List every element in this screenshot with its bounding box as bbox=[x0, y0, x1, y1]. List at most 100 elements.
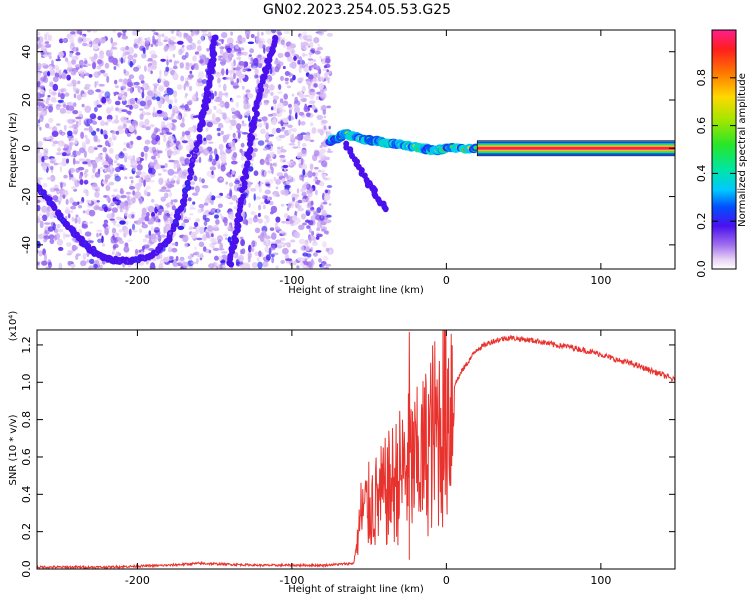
noise-speck bbox=[47, 103, 54, 107]
noise-speck bbox=[228, 69, 236, 74]
noise-speck bbox=[309, 65, 312, 71]
noise-speck bbox=[295, 264, 301, 269]
noise-speck bbox=[156, 109, 163, 114]
noise-speck bbox=[235, 40, 240, 44]
noise-speck bbox=[126, 143, 130, 148]
noise-speck bbox=[93, 71, 100, 78]
noise-speck bbox=[155, 215, 159, 223]
noise-speck bbox=[66, 66, 74, 72]
noise-speck bbox=[201, 79, 208, 84]
noise-speck bbox=[142, 238, 148, 243]
noise-speck bbox=[306, 184, 310, 188]
noise-speck bbox=[88, 125, 93, 133]
noise-speck bbox=[307, 220, 314, 226]
noise-speck bbox=[178, 257, 185, 265]
noise-speck bbox=[211, 233, 214, 238]
feature-blob bbox=[207, 74, 214, 82]
noise-speck bbox=[113, 201, 118, 205]
noise-speck bbox=[289, 78, 294, 83]
noise-speck bbox=[301, 213, 306, 220]
noise-speck bbox=[43, 235, 50, 240]
noise-speck bbox=[144, 112, 151, 116]
noise-speck bbox=[48, 52, 52, 59]
noise-speck bbox=[173, 72, 178, 80]
noise-speck bbox=[283, 250, 287, 255]
noise-speck bbox=[236, 123, 242, 130]
feature-blob bbox=[244, 160, 251, 167]
noise-speck bbox=[112, 42, 118, 46]
noise-speck bbox=[127, 198, 131, 206]
noise-speck bbox=[313, 252, 318, 257]
noise-speck bbox=[261, 160, 265, 165]
noise-speck bbox=[111, 121, 115, 124]
noise-speck bbox=[234, 180, 241, 185]
noise-speck bbox=[77, 36, 83, 44]
noise-speck bbox=[113, 219, 117, 226]
noise-speck bbox=[99, 264, 103, 269]
noise-speck bbox=[257, 140, 265, 146]
noise-speck bbox=[290, 162, 295, 166]
noise-speck bbox=[84, 173, 89, 177]
noise-speck bbox=[122, 30, 127, 34]
feature-blob bbox=[235, 212, 242, 219]
noise-speck bbox=[98, 83, 105, 87]
noise-speck bbox=[150, 43, 154, 48]
noise-speck bbox=[39, 42, 46, 49]
noise-speck bbox=[66, 74, 71, 81]
noise-speck bbox=[133, 81, 140, 86]
noise-speck bbox=[195, 91, 199, 99]
noise-speck bbox=[311, 230, 315, 236]
noise-speck bbox=[81, 223, 89, 229]
noise-speck bbox=[311, 104, 316, 111]
noise-speck bbox=[193, 175, 198, 182]
noise-speck bbox=[293, 261, 297, 266]
noise-speck bbox=[182, 261, 189, 269]
noise-speck bbox=[106, 118, 113, 123]
noise-speck bbox=[134, 38, 138, 43]
noise-speck bbox=[141, 124, 146, 129]
noise-speck bbox=[225, 237, 228, 241]
noise-speck bbox=[314, 109, 318, 113]
noise-speck bbox=[151, 211, 155, 218]
noise-speck bbox=[75, 120, 79, 127]
feature-blob bbox=[272, 34, 279, 42]
noise-speck bbox=[326, 69, 330, 73]
noise-speck bbox=[150, 64, 157, 70]
noise-speck bbox=[250, 211, 256, 216]
noise-speck bbox=[165, 66, 170, 72]
snr-panel: -200 -100 0 100 0.0 0.2 0.4 0.6 0.8 1.0 1.2 Heigh… bbox=[8, 311, 676, 595]
noise-speck bbox=[194, 246, 197, 250]
feature-blob bbox=[51, 204, 58, 212]
noise-speck bbox=[320, 169, 326, 174]
noise-speck bbox=[126, 133, 131, 137]
noise-speck bbox=[219, 48, 224, 55]
noise-speck bbox=[71, 119, 76, 123]
noise-speck bbox=[141, 223, 148, 229]
noise-speck bbox=[210, 237, 217, 243]
noise-speck bbox=[105, 49, 111, 57]
noise-speck bbox=[265, 30, 272, 35]
noise-speck bbox=[66, 253, 72, 256]
noise-speck bbox=[75, 116, 82, 120]
noise-speck bbox=[253, 170, 259, 176]
noise-speck bbox=[123, 123, 127, 129]
noise-speck bbox=[89, 56, 93, 60]
noise-speck bbox=[96, 59, 103, 65]
noise-speck bbox=[311, 258, 314, 266]
noise-speck bbox=[96, 104, 102, 108]
noise-speck bbox=[50, 160, 55, 164]
noise-speck bbox=[233, 59, 236, 67]
noise-speck bbox=[250, 34, 255, 38]
noise-speck bbox=[265, 183, 270, 187]
noise-speck bbox=[109, 170, 114, 175]
noise-speck bbox=[298, 111, 305, 116]
noise-speck bbox=[261, 31, 264, 36]
noise-speck bbox=[307, 61, 314, 65]
noise-speck bbox=[260, 128, 266, 135]
noise-speck bbox=[225, 77, 231, 80]
x-tick-label: -100 bbox=[279, 574, 304, 587]
noise-speck bbox=[68, 125, 75, 129]
noise-speck bbox=[97, 168, 101, 175]
noise-speck bbox=[169, 256, 174, 260]
noise-speck bbox=[221, 216, 224, 220]
